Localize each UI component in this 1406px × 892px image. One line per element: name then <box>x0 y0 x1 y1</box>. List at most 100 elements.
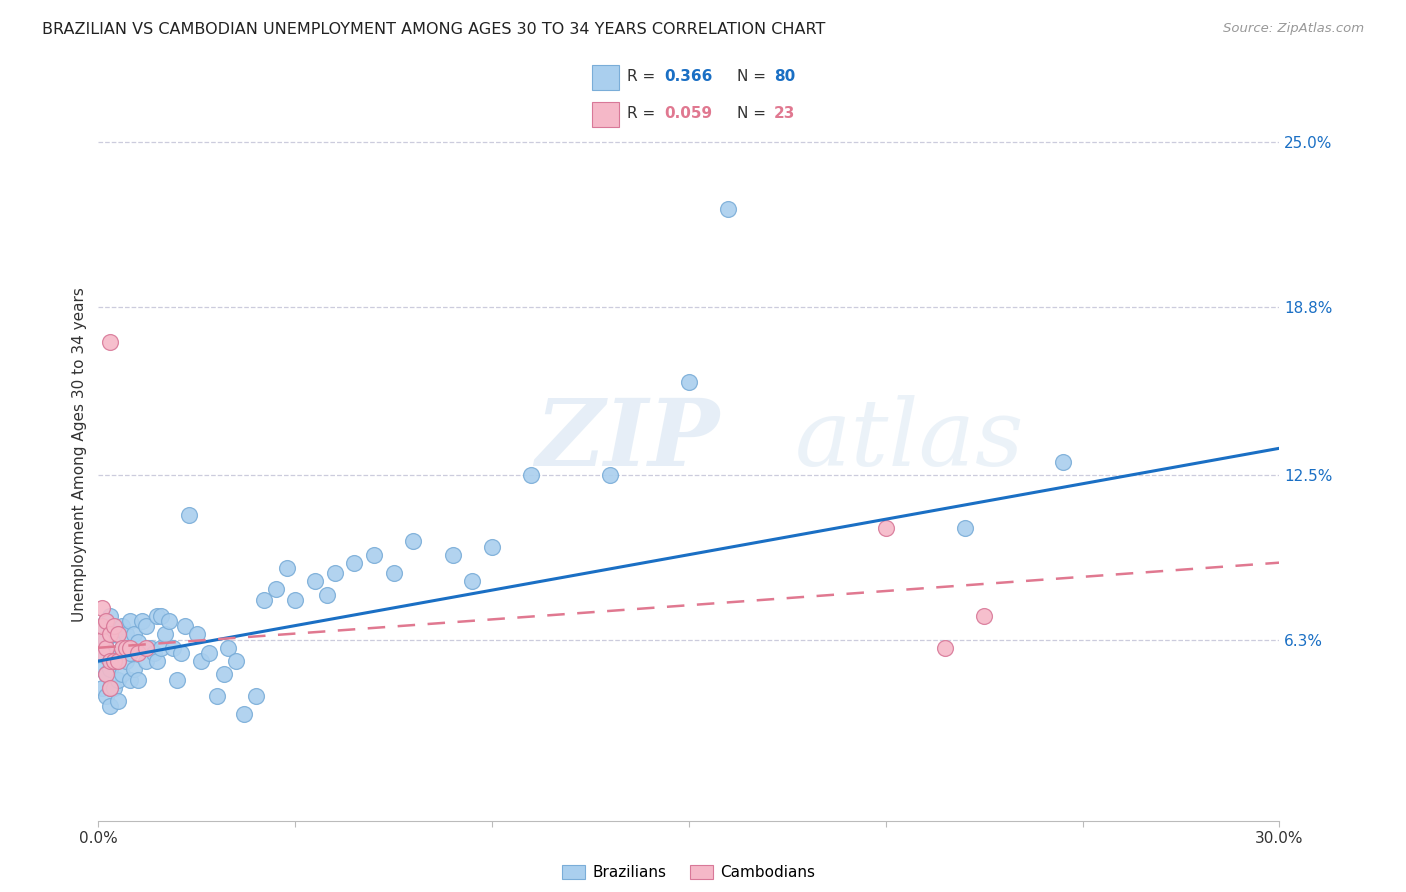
Point <box>304 574 326 589</box>
Point <box>343 556 366 570</box>
Point <box>111 640 134 655</box>
Text: ZIP: ZIP <box>536 395 720 485</box>
Point <box>953 521 976 535</box>
Point <box>214 667 236 681</box>
Point <box>131 614 153 628</box>
Point <box>111 640 134 655</box>
Text: 80: 80 <box>775 70 796 85</box>
Point <box>127 673 149 687</box>
Point <box>264 582 287 597</box>
Point <box>174 619 197 633</box>
Point <box>138 640 160 655</box>
Point <box>127 646 149 660</box>
Point <box>382 566 405 581</box>
Point <box>103 681 125 695</box>
Point <box>155 627 177 641</box>
Point <box>96 614 118 628</box>
Point <box>253 593 276 607</box>
Point <box>96 667 118 681</box>
Point <box>103 619 125 633</box>
Point <box>461 574 484 589</box>
Point <box>98 627 121 641</box>
Point <box>150 608 173 623</box>
Point <box>177 508 200 522</box>
Point <box>91 646 114 660</box>
Point <box>91 619 114 633</box>
Point <box>103 654 125 668</box>
Point <box>142 646 165 660</box>
Point <box>91 632 114 647</box>
Text: 23: 23 <box>775 106 796 120</box>
Point <box>91 662 114 676</box>
Point <box>115 640 138 655</box>
Point <box>122 627 145 641</box>
Point <box>135 640 157 655</box>
Text: 0.366: 0.366 <box>665 70 713 85</box>
Point <box>973 608 995 623</box>
Text: 0.059: 0.059 <box>665 106 713 120</box>
Text: R =: R = <box>627 106 661 120</box>
Point <box>98 654 121 668</box>
Point <box>91 681 114 695</box>
Point <box>363 548 385 562</box>
Point <box>441 548 464 562</box>
Point <box>103 627 125 641</box>
Point <box>162 640 184 655</box>
Text: atlas: atlas <box>796 395 1025 485</box>
Point <box>717 202 740 216</box>
Point <box>98 627 121 641</box>
Text: N =: N = <box>737 106 770 120</box>
Point <box>107 622 129 636</box>
Point <box>98 334 121 349</box>
Point <box>135 654 157 668</box>
Point <box>197 646 219 660</box>
Point <box>233 707 256 722</box>
Point <box>96 689 118 703</box>
Point <box>96 632 118 647</box>
Point <box>481 540 503 554</box>
Point <box>96 614 118 628</box>
Point <box>107 694 129 708</box>
Point <box>186 627 208 641</box>
Point <box>98 699 121 714</box>
Point <box>245 689 267 703</box>
Point <box>1052 454 1074 468</box>
Point <box>599 467 621 482</box>
Point <box>107 654 129 668</box>
Point <box>875 521 897 535</box>
Point <box>98 646 121 660</box>
Point <box>98 681 121 695</box>
Point <box>115 627 138 641</box>
Point <box>166 673 188 687</box>
Point <box>91 600 114 615</box>
Point <box>118 646 141 660</box>
Point <box>146 654 169 668</box>
Point <box>118 673 141 687</box>
Point <box>111 619 134 633</box>
Point <box>934 640 956 655</box>
Point <box>205 689 228 703</box>
Text: BRAZILIAN VS CAMBODIAN UNEMPLOYMENT AMONG AGES 30 TO 34 YEARS CORRELATION CHART: BRAZILIAN VS CAMBODIAN UNEMPLOYMENT AMON… <box>42 22 825 37</box>
Point <box>157 614 180 628</box>
Point <box>96 667 118 681</box>
Point <box>96 640 118 655</box>
Point <box>323 566 346 581</box>
Point <box>678 375 700 389</box>
Point <box>276 561 298 575</box>
Text: R =: R = <box>627 70 661 85</box>
Bar <box>592 64 619 90</box>
Point <box>118 614 141 628</box>
Point <box>225 654 247 668</box>
Point <box>107 673 129 687</box>
Point <box>127 635 149 649</box>
Point <box>190 654 212 668</box>
Point <box>103 654 125 668</box>
Point <box>91 619 114 633</box>
Point <box>315 588 337 602</box>
Point <box>107 627 129 641</box>
Point <box>111 667 134 681</box>
Y-axis label: Unemployment Among Ages 30 to 34 years: Unemployment Among Ages 30 to 34 years <box>72 287 87 623</box>
Point <box>170 646 193 660</box>
Point <box>98 608 121 623</box>
Legend: Brazilians, Cambodians: Brazilians, Cambodians <box>557 859 821 886</box>
